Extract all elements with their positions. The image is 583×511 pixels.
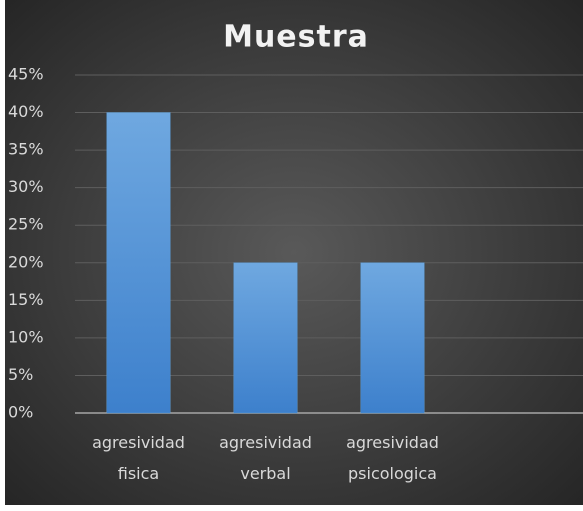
y-tick-label: 45% bbox=[8, 65, 44, 84]
bar bbox=[233, 262, 298, 414]
y-tick-label: 30% bbox=[8, 177, 44, 196]
chart-title: Muestra bbox=[223, 20, 369, 55]
x-tick-label: agresividad psicologica bbox=[346, 433, 439, 483]
x-tick-label: agresividad fisica bbox=[92, 433, 185, 483]
y-tick-label: 15% bbox=[8, 290, 44, 309]
x-tick-label: agresividad verbal bbox=[219, 433, 312, 483]
chart-background bbox=[5, 0, 583, 505]
y-tick-label: 0% bbox=[8, 403, 33, 422]
bar bbox=[106, 112, 171, 414]
y-tick-label: 10% bbox=[8, 327, 44, 346]
y-tick-label: 25% bbox=[8, 215, 44, 234]
y-tick-label: 20% bbox=[8, 252, 44, 271]
bar bbox=[360, 262, 425, 414]
y-tick-label: 35% bbox=[8, 140, 44, 159]
y-tick-label: 40% bbox=[8, 102, 44, 121]
y-tick-label: 5% bbox=[8, 365, 33, 384]
